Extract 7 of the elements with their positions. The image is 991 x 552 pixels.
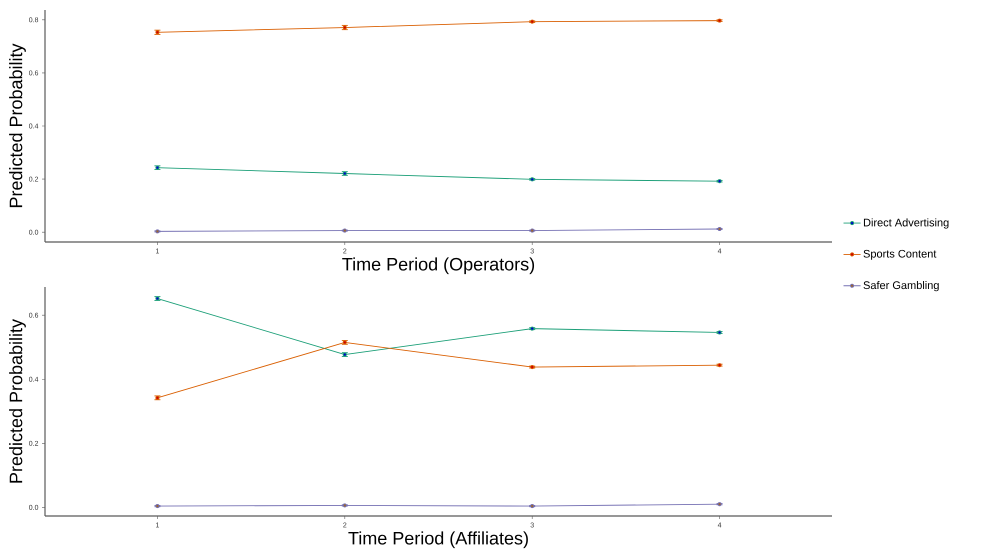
legend-label: Direct Advertising xyxy=(864,218,949,229)
y-axis-title: Predicted Probability xyxy=(9,44,26,208)
x-axis-title: Time Period (Affiliates) xyxy=(348,531,528,548)
y-axis-title: Predicted Probability xyxy=(9,319,26,483)
legend-label: Safer Gambling xyxy=(864,281,939,292)
legend-label: Sports Content xyxy=(864,250,936,260)
x-axis-title: Time Period (Operators) xyxy=(342,257,534,274)
